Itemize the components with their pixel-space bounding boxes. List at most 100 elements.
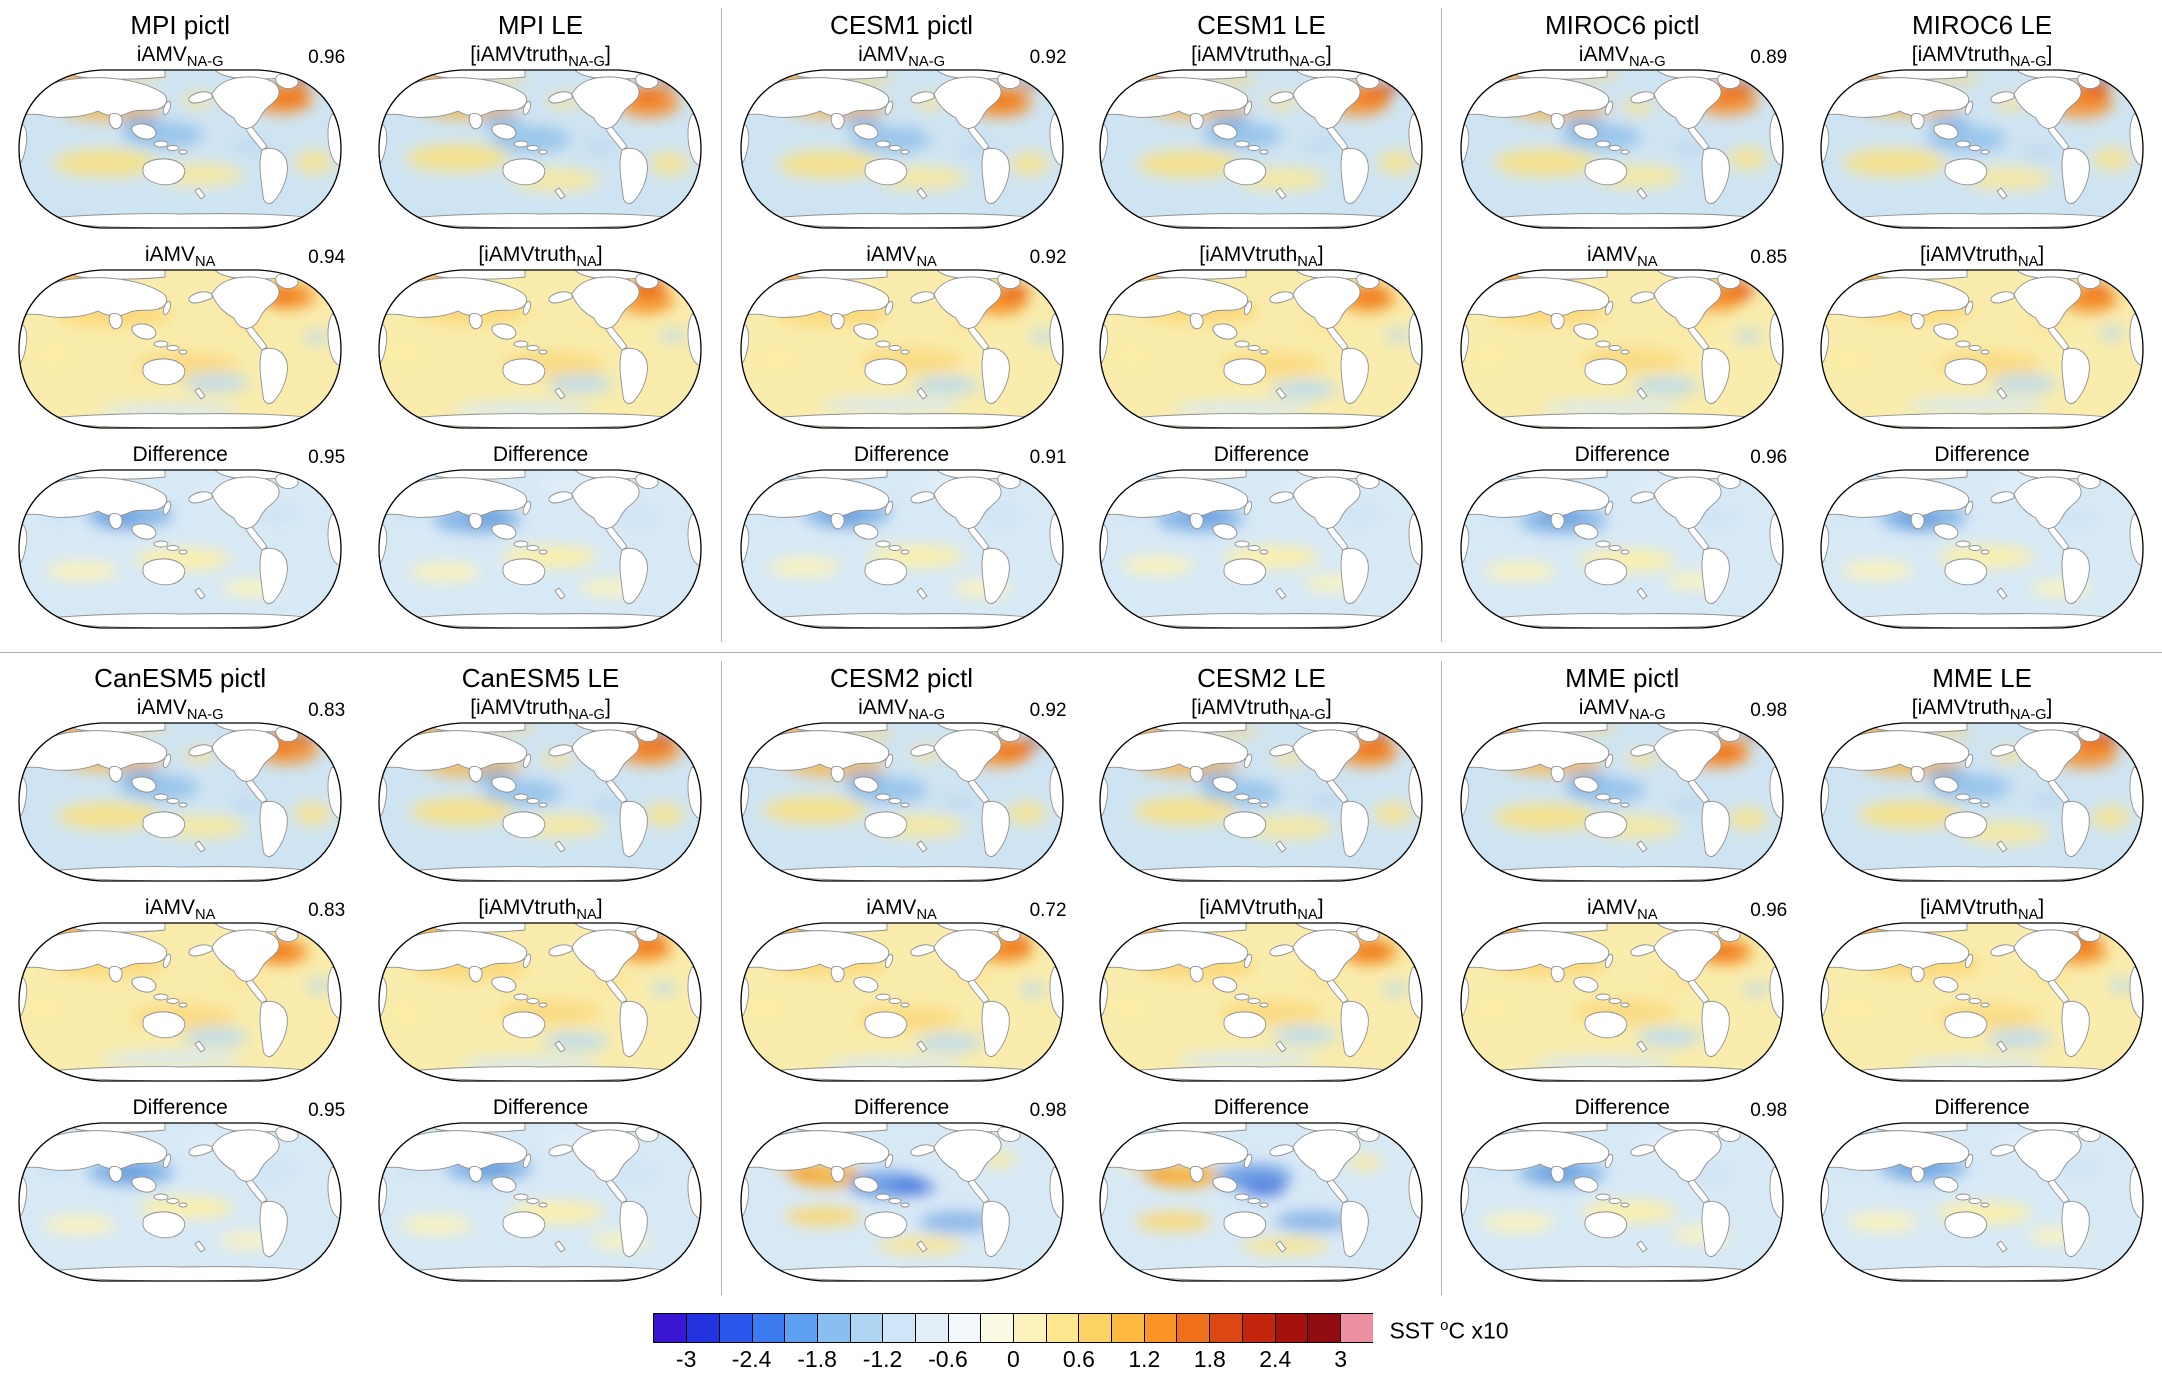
panel-label-post: ] <box>596 243 603 266</box>
model-title: MPI pictl <box>130 10 230 40</box>
panel-label-post: ] <box>596 896 603 919</box>
panel-label-pre: [iAMVtruth <box>1919 243 2018 266</box>
panel-label: Difference <box>1817 442 2147 468</box>
world-map-svg <box>1820 722 2144 882</box>
panel-label-sub: NA-G <box>2009 54 2047 71</box>
map-panel: [iAMVtruthNA] <box>375 895 705 1083</box>
panel-label-pre: [iAMVtruth <box>1199 243 1298 266</box>
panel-label: iAMVNA-G <box>15 695 345 723</box>
world-map <box>1817 921 2147 1083</box>
correlation-value: 0.72 <box>1029 900 1067 921</box>
panel-label: [iAMVtruthNA-G] <box>375 695 705 724</box>
map-panel: Difference <box>1817 442 2147 630</box>
panel-label: iAMVNA <box>1457 242 1787 270</box>
world-map-svg <box>739 269 1064 429</box>
world-map <box>15 468 345 630</box>
model-title: MME LE <box>1932 663 2032 693</box>
colorbar-tick: -1.8 <box>797 1346 837 1372</box>
colorbar-tick: 1.2 <box>1128 1346 1161 1372</box>
model-group: CESM2 pictl iAMVNA-G 0.92 iAMVNA 0.72 Diffe… <box>720 661 1442 1295</box>
panel-label-sub: NA-G <box>2009 707 2047 724</box>
panel-label-post: ] <box>604 696 611 719</box>
model-group: MME pictl iAMVNA-G 0.98 iAMVNA 0.96 Differe… <box>1441 661 2162 1295</box>
panel-label: [iAMVtruthNA] <box>1817 242 2147 270</box>
model-group: CanESM5 pictl iAMVNA-G 0.83 iAMVNA 0.83 Dif… <box>0 661 721 1295</box>
map-panel: iAMVNA-G 0.89 <box>1457 42 1787 230</box>
panel-label-pre: Difference <box>1574 1096 1670 1119</box>
panel-block: MPI pictl iAMVNA-G 0.96 iAMVNA 0.94 Differe… <box>0 0 2162 652</box>
model-column: CESM2 LE [iAMVtruthNA-G] [iAMVtruthNA] Di… <box>1081 661 1441 1295</box>
panel-label-pre: [iAMVtruth <box>1911 696 2010 719</box>
world-map <box>1096 468 1426 630</box>
panel-label-sub: NA-G <box>1628 54 1666 71</box>
colorbar-tick: -1.2 <box>862 1346 903 1372</box>
panel-label-sub: NA <box>576 907 597 924</box>
panel-label-post: ] <box>2046 43 2053 66</box>
world-map <box>1096 921 1426 1083</box>
panel-label-sub: NA-G <box>568 707 605 724</box>
correlation-value: 0.83 <box>308 900 346 921</box>
panel-label: Difference <box>375 1095 705 1121</box>
world-map <box>1457 1121 1787 1283</box>
panel-label-sub: NA <box>1637 907 1658 924</box>
model-column: CESM1 LE [iAMVtruthNA-G] [iAMVtruthNA] Di… <box>1081 8 1441 642</box>
world-map-svg <box>378 469 703 629</box>
model-column: MME pictl iAMVNA-G 0.98 iAMVNA 0.96 Differe… <box>1442 661 1802 1295</box>
map-panel: [iAMVtruthNA-G] <box>375 42 705 230</box>
panel-label-post: ] <box>1317 896 1324 919</box>
panel-label-sub: NA-G <box>1628 707 1666 724</box>
colorbar-segment <box>817 1314 851 1342</box>
panel-label: [iAMVtruthNA-G] <box>1817 695 2147 724</box>
world-map-svg <box>1099 1122 1424 1282</box>
panel-label: iAMVNA-G <box>737 42 1067 70</box>
map-panel: iAMVNA-G 0.92 <box>737 695 1067 883</box>
map-panel: iAMVNA-G 0.83 <box>15 695 345 883</box>
world-map <box>737 721 1067 883</box>
panel-label: Difference <box>737 442 1067 468</box>
panel-label-pre: [iAMVtruth <box>1199 896 1298 919</box>
map-panel: [iAMVtruthNA-G] <box>1817 695 2147 883</box>
world-map-svg <box>18 69 342 229</box>
world-map-svg <box>378 922 703 1082</box>
map-panel: Difference 0.95 <box>15 1095 345 1283</box>
panel-label-pre: iAMV <box>1586 243 1638 266</box>
world-map-svg <box>378 269 703 429</box>
panel-label-sub: NA <box>195 254 216 271</box>
world-map <box>1096 721 1426 883</box>
panel-label: iAMVNA <box>1457 895 1787 924</box>
world-map <box>1817 468 2147 630</box>
world-map <box>737 268 1067 430</box>
map-panel: [iAMVtruthNA] <box>1096 895 1426 1083</box>
colorbar-segment <box>1112 1314 1145 1342</box>
colorbar-tick: -0.6 <box>928 1346 968 1372</box>
world-map-svg <box>1099 469 1424 629</box>
correlation-value: 0.85 <box>1750 247 1788 268</box>
world-map-svg <box>1460 69 1784 229</box>
world-map-svg <box>18 1122 342 1282</box>
panel-label-pre: Difference <box>132 443 228 466</box>
world-map-svg <box>1460 722 1784 882</box>
map-panel: iAMVNA-G 0.96 <box>15 42 345 230</box>
map-panel: Difference <box>1817 1095 2147 1283</box>
panel-label-pre: Difference <box>492 1096 589 1119</box>
colorbar-label-sup: o <box>1440 1317 1449 1334</box>
panel-label-sub: NA <box>2017 907 2039 924</box>
panel-label-pre: iAMV <box>136 43 187 66</box>
panel-label-pre: Difference <box>1934 1096 2030 1119</box>
map-panel: Difference <box>375 442 705 630</box>
map-panel: iAMVNA 0.83 <box>15 895 345 1083</box>
panel-label-pre: Difference <box>492 443 589 466</box>
world-map-svg <box>1460 922 1784 1082</box>
model-column: CanESM5 pictl iAMVNA-G 0.83 iAMVNA 0.83 Dif… <box>0 661 360 1295</box>
panel-label: Difference <box>1096 1095 1426 1121</box>
model-group: CESM1 pictl iAMVNA-G 0.92 iAMVNA 0.92 Diffe… <box>720 8 1442 642</box>
world-map-svg <box>18 922 342 1082</box>
colorbar-segment <box>915 1314 949 1342</box>
colorbar-label-pre: SST <box>1389 1317 1441 1344</box>
model-column: MIROC6 LE [iAMVtruthNA-G] [iAMVtruthNA] D… <box>1802 8 2162 642</box>
model-column: MIROC6 pictl iAMVNA-G 0.89 iAMVNA 0.85 Diff… <box>1442 8 1802 642</box>
colorbar-tick: 1.8 <box>1193 1346 1226 1372</box>
panel-label-pre: iAMV <box>1578 696 1629 719</box>
world-map <box>1457 921 1787 1083</box>
panel-label-sub: NA <box>1297 254 1318 271</box>
